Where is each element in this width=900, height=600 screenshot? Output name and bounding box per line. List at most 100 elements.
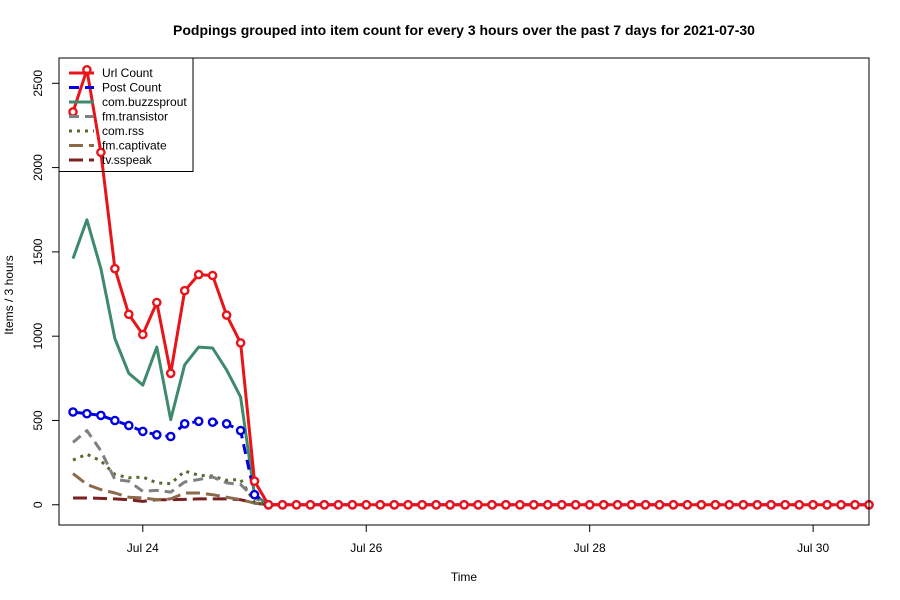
data-point xyxy=(640,499,651,510)
data-point xyxy=(319,499,330,510)
data-point xyxy=(249,476,260,487)
legend-label: com.buzzsprout xyxy=(102,95,187,109)
data-point xyxy=(110,415,120,426)
data-point xyxy=(277,499,288,510)
data-point xyxy=(473,499,483,510)
axes: Jul 24 Jul 26 Jul 28 Jul 30 0 500 1000 1500 2000… xyxy=(31,70,829,555)
data-point xyxy=(179,285,190,296)
data-point xyxy=(445,499,455,510)
data-point xyxy=(137,426,148,437)
data-point xyxy=(501,499,511,510)
data-point xyxy=(82,408,92,419)
data-point xyxy=(193,269,204,280)
legend-label: Post Count xyxy=(102,81,162,95)
data-point xyxy=(836,499,846,510)
data-point xyxy=(696,499,707,510)
y-tick-label: 1500 xyxy=(31,238,45,265)
y-tick-label: 500 xyxy=(31,410,45,430)
data-point xyxy=(529,499,539,510)
x-tick-label: Jul 30 xyxy=(797,541,829,555)
data-point xyxy=(487,499,497,510)
data-point xyxy=(165,431,176,442)
data-point xyxy=(543,499,553,510)
data-point xyxy=(584,499,595,510)
series-line-com-rss xyxy=(72,452,283,507)
legend-label: tv.sspeak xyxy=(102,153,153,167)
legend-box xyxy=(58,57,194,172)
data-point xyxy=(151,297,162,308)
data-point xyxy=(808,499,818,510)
data-point xyxy=(403,499,413,510)
data-point xyxy=(724,499,735,510)
data-point xyxy=(598,499,609,510)
y-tick-label: 2500 xyxy=(31,70,45,97)
x-axis-label: Time xyxy=(451,570,478,584)
data-point xyxy=(766,499,777,510)
data-point xyxy=(96,410,106,421)
data-point xyxy=(557,499,567,510)
data-point xyxy=(207,270,218,281)
y-axis-label: Items / 3 hours xyxy=(2,255,16,334)
data-point xyxy=(96,147,106,158)
data-point xyxy=(459,499,469,510)
data-point xyxy=(752,499,763,510)
data-point xyxy=(193,416,204,427)
data-point xyxy=(850,499,860,510)
data-point xyxy=(794,499,805,510)
data-point xyxy=(375,499,386,510)
legend-label: Url Count xyxy=(102,66,153,80)
data-point xyxy=(682,499,693,510)
plot-frame xyxy=(58,57,870,526)
data-point xyxy=(235,425,246,436)
y-tick-label: 0 xyxy=(31,501,45,508)
series-line-url-count xyxy=(71,68,869,507)
data-point xyxy=(124,420,134,431)
data-point xyxy=(124,309,134,320)
data-point xyxy=(165,368,176,379)
data-point xyxy=(780,499,791,510)
x-tick-label: Jul 28 xyxy=(574,541,606,555)
data-point xyxy=(179,418,190,429)
y-tick-label: 1000 xyxy=(31,323,45,350)
series-line-fm-captivate xyxy=(72,472,283,507)
data-point xyxy=(347,499,358,510)
data-point xyxy=(305,499,316,510)
series-line-com-buzzsprout xyxy=(71,218,283,507)
data-point xyxy=(361,499,372,510)
data-point xyxy=(515,499,525,510)
x-tick-label: Jul 26 xyxy=(350,541,382,555)
data-point xyxy=(221,418,232,429)
data-point xyxy=(626,499,637,510)
data-point xyxy=(249,489,260,500)
series-layer xyxy=(68,65,874,510)
data-point xyxy=(263,499,274,510)
data-point xyxy=(654,499,665,510)
chart-title: Podpings grouped into item count for eve… xyxy=(173,22,755,38)
data-point xyxy=(431,499,441,510)
data-point xyxy=(137,329,148,340)
data-point xyxy=(668,499,679,510)
x-tick-label: Jul 24 xyxy=(127,541,159,555)
data-point xyxy=(151,429,162,440)
data-point xyxy=(291,499,302,510)
y-tick-label: 2000 xyxy=(31,154,45,181)
data-point xyxy=(710,499,721,510)
data-point xyxy=(570,499,581,510)
data-point xyxy=(738,499,749,510)
legend-label: fm.transistor xyxy=(102,110,168,124)
data-point xyxy=(235,338,246,348)
series-line-tv-sspeak xyxy=(73,496,283,507)
legend-label: fm.captivate xyxy=(102,139,167,153)
data-point xyxy=(417,499,427,510)
data-point xyxy=(221,310,232,320)
legend-label: com.rss xyxy=(102,124,144,138)
data-point xyxy=(389,499,400,510)
data-point xyxy=(333,499,344,510)
data-point xyxy=(68,407,78,417)
data-point xyxy=(612,499,623,510)
data-point xyxy=(207,417,218,428)
data-point xyxy=(68,107,78,117)
